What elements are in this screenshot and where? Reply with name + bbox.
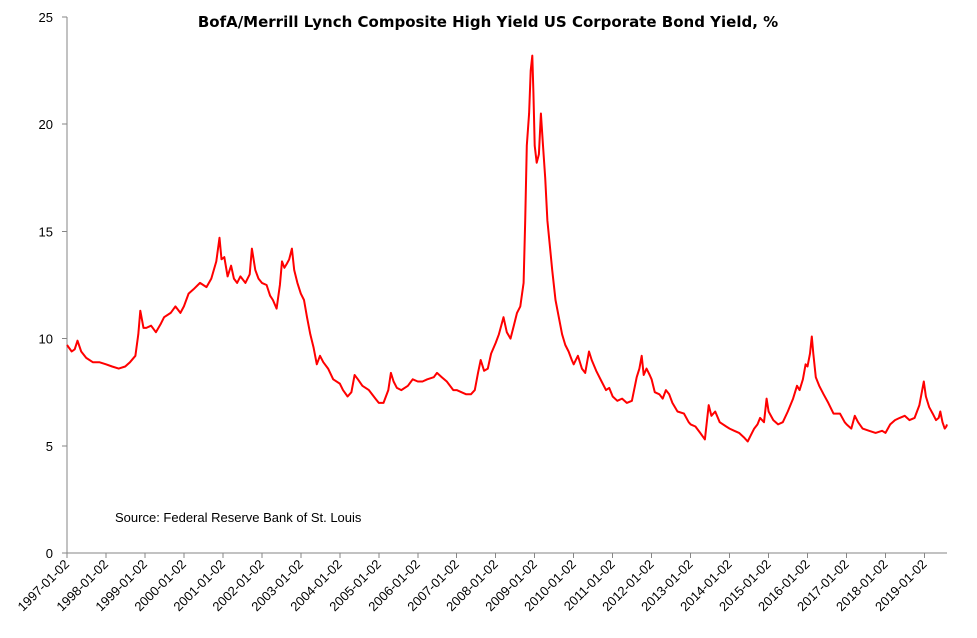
y-tick-label: 10 bbox=[39, 332, 53, 347]
y-tick-label: 25 bbox=[39, 10, 53, 25]
y-tick-label: 15 bbox=[39, 224, 53, 239]
y-tick-label: 20 bbox=[39, 117, 53, 132]
series-layer bbox=[66, 54, 948, 443]
series-line-0 bbox=[66, 54, 948, 443]
chart-title: BofA/Merrill Lynch Composite High Yield … bbox=[198, 13, 778, 31]
source-annotation: Source: Federal Reserve Bank of St. Loui… bbox=[115, 510, 362, 525]
y-axis: 0 5 10 15 20 25 bbox=[39, 10, 68, 561]
y-tick-label: 0 bbox=[46, 546, 53, 561]
x-axis: 1997-01-021998-01-021999-01-022000-01-02… bbox=[14, 552, 947, 614]
y-tick-label: 5 bbox=[46, 439, 53, 454]
